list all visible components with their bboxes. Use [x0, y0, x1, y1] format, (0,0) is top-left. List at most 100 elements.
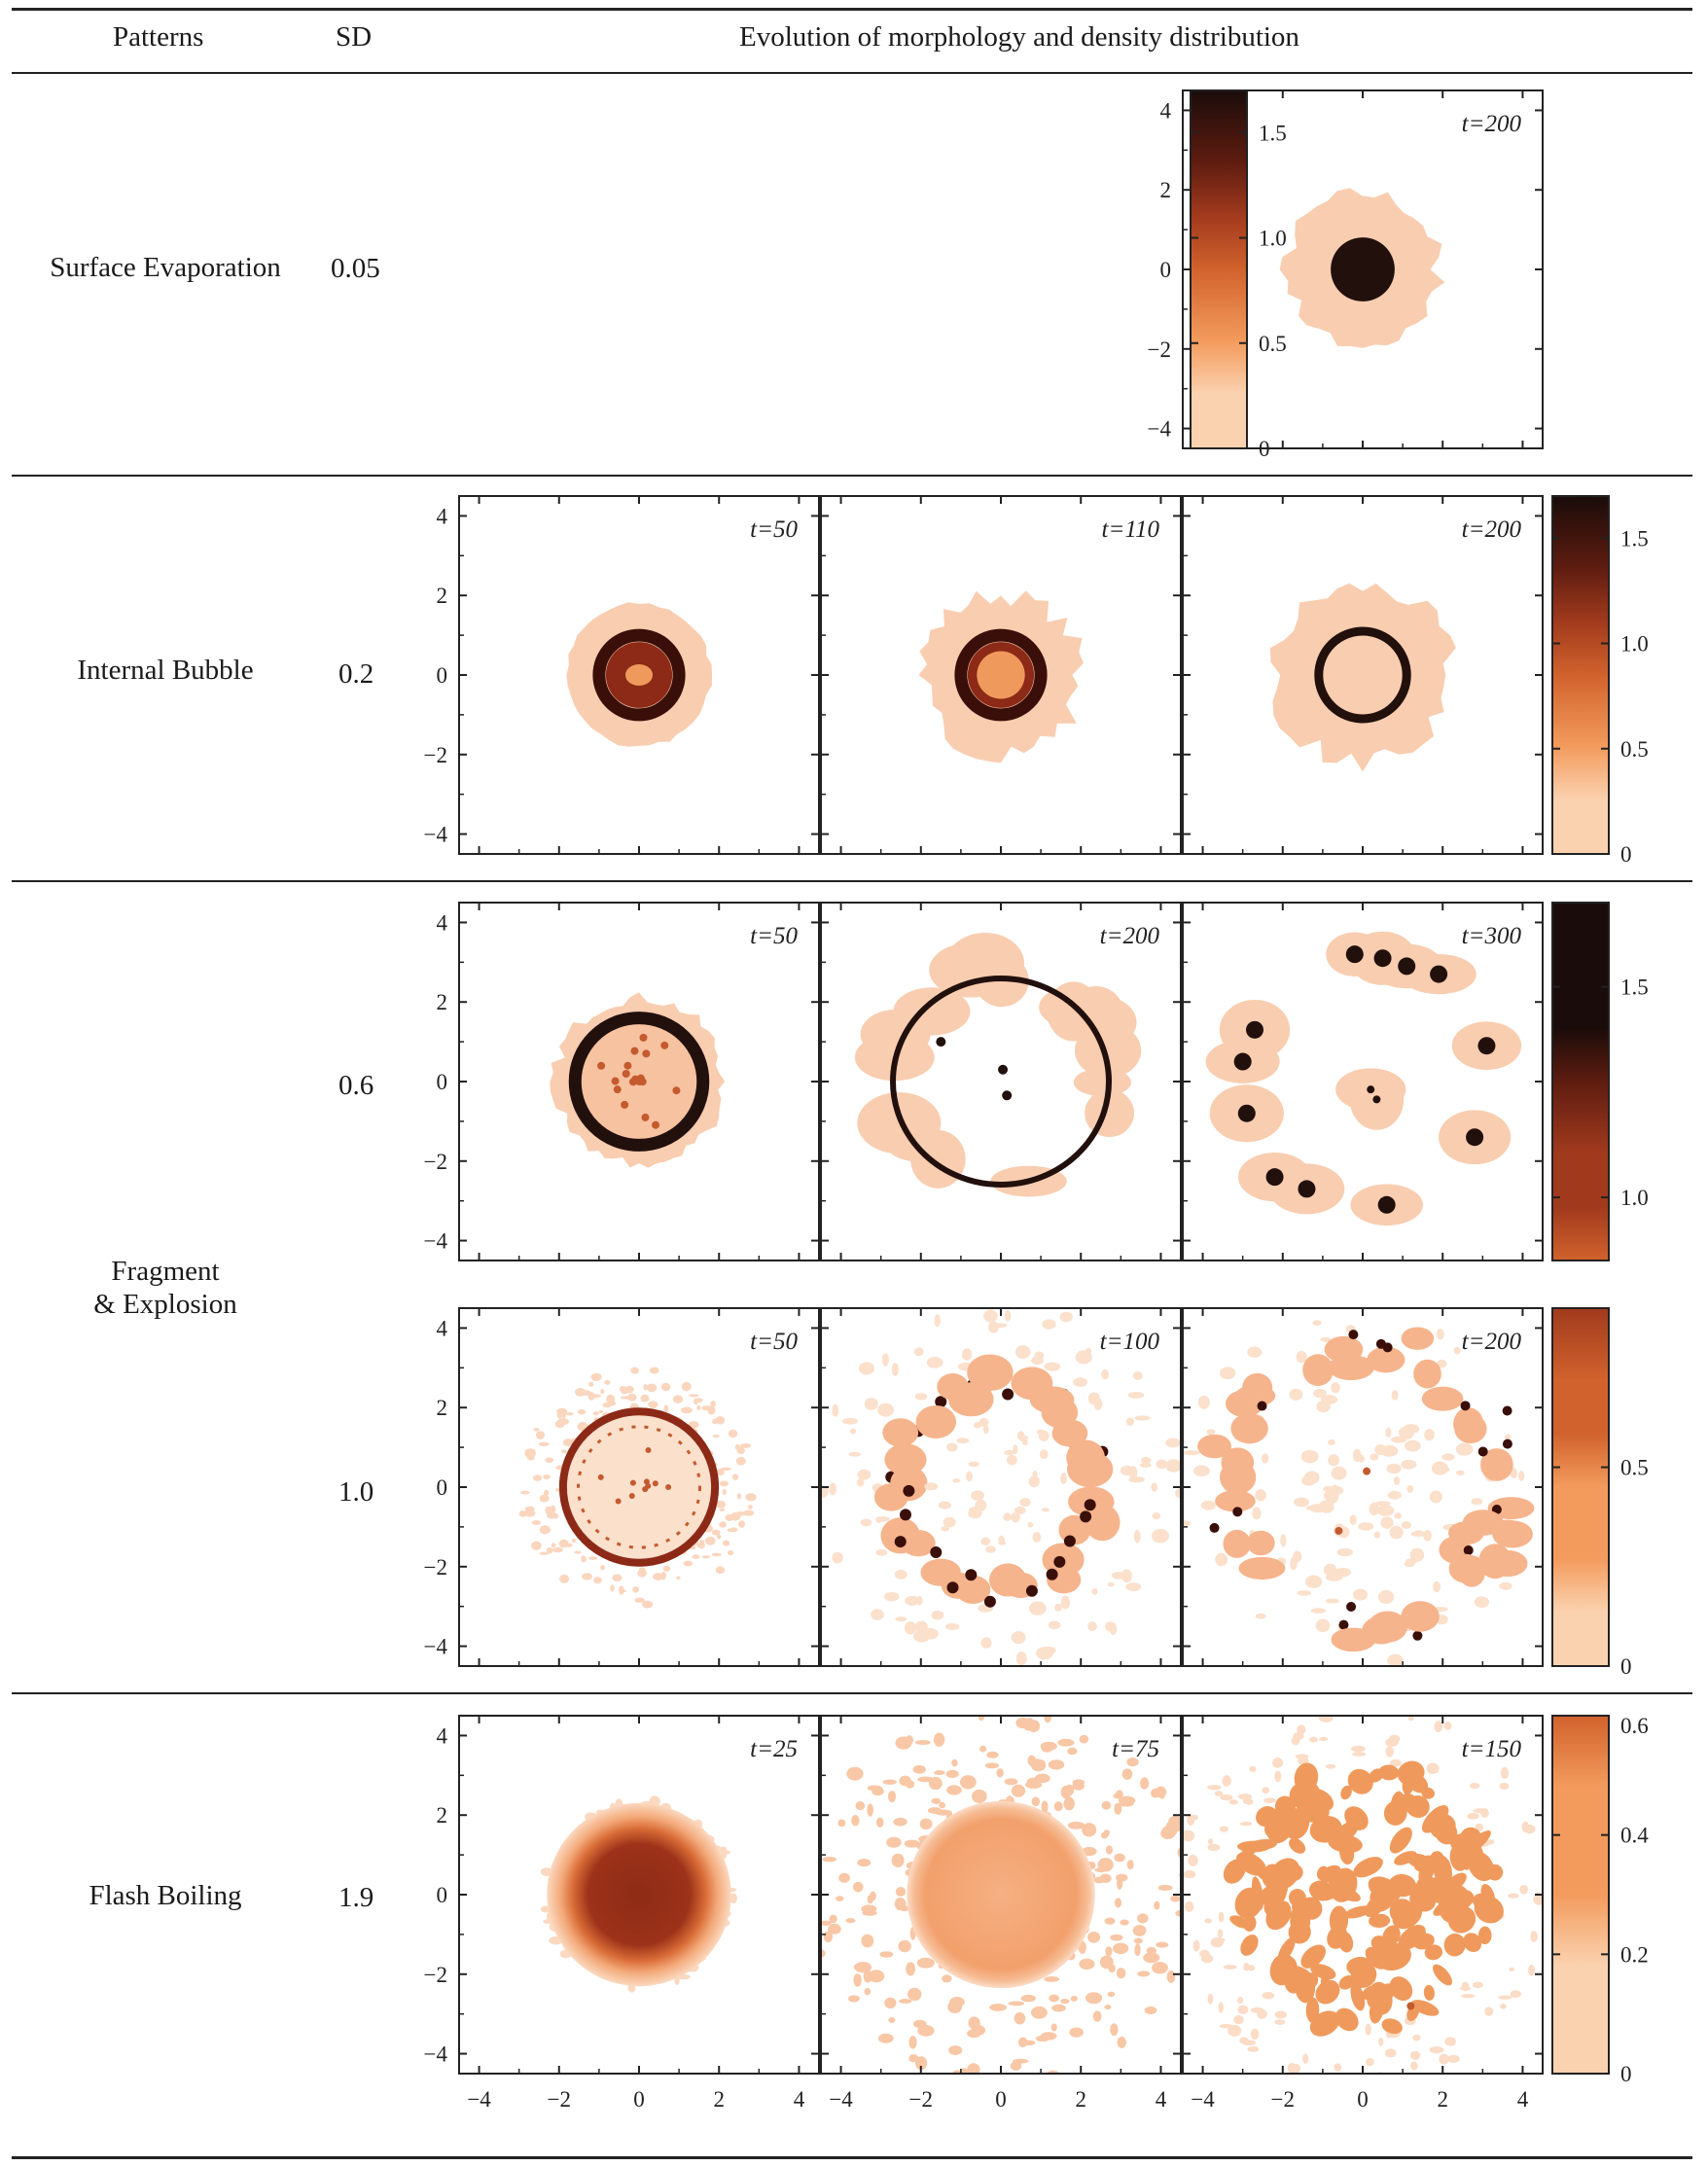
fragment [1121, 1569, 1132, 1583]
fragment [1535, 1891, 1541, 1902]
fragment [1003, 1512, 1012, 1521]
time-label: t=300 [1462, 923, 1522, 949]
y-tick-label: 2 [437, 990, 448, 1014]
fragment [1316, 1401, 1331, 1413]
fragment [689, 1394, 699, 1398]
y-tick-label: −4 [424, 823, 448, 847]
fragment [1250, 2006, 1264, 2013]
fragment [821, 1920, 832, 1926]
fragment [712, 1434, 720, 1438]
fragment [857, 1469, 872, 1480]
droplet [1063, 1535, 1076, 1547]
fragment [912, 1764, 926, 1774]
time-label: t=200 [1462, 111, 1522, 137]
fragment [1154, 1900, 1160, 1910]
fragment [1079, 1734, 1089, 1744]
fragment [577, 1408, 587, 1415]
fragment [1032, 1532, 1042, 1544]
halo-patch [893, 987, 971, 1036]
fragment [851, 1814, 860, 1827]
fragment [1079, 1958, 1095, 1971]
fragment [1044, 1976, 1060, 1982]
fragment [1114, 1853, 1125, 1863]
droplet [1345, 945, 1364, 964]
fragment [1117, 2036, 1127, 2048]
droplet [983, 1595, 996, 1608]
fragment [716, 1500, 727, 1509]
fragment [868, 1970, 885, 1983]
fragment [1125, 1417, 1135, 1426]
fragment [1393, 2077, 1405, 2084]
vapor-patch [1235, 1852, 1266, 1876]
vapor-patch [1382, 1925, 1401, 1946]
droplet [1430, 965, 1448, 983]
fragment [1262, 1787, 1270, 1793]
fragment [1484, 2006, 1494, 2016]
fragment [1143, 1952, 1160, 1964]
fragment [1207, 1838, 1214, 1845]
fragment [887, 1791, 897, 1803]
fragment [723, 1540, 730, 1546]
droplet [1382, 1342, 1393, 1353]
vapor-patch [1338, 1975, 1355, 1990]
fragment [693, 1398, 698, 1405]
halo-patch [1331, 1627, 1376, 1652]
fragment [574, 1550, 582, 1554]
droplet [1377, 1195, 1396, 1214]
plot-panel: 4 2 0 −2 −4 t=50 [424, 902, 820, 1261]
fragment [1156, 1941, 1169, 1948]
droplet [1084, 1499, 1096, 1511]
fragment [1323, 1485, 1334, 1492]
fragment [1353, 1588, 1369, 1601]
colorbar: 1.5 1.0 0.5 0 [1551, 495, 1649, 867]
fragment [1331, 1466, 1347, 1480]
fragment [1127, 1391, 1145, 1399]
fragment [653, 1573, 664, 1580]
fragment [1247, 1346, 1263, 1358]
sd-value: 0.2 [338, 658, 374, 690]
vapor-patch [1464, 1829, 1491, 1855]
fragment [1312, 1320, 1322, 1326]
fragment [1369, 1502, 1380, 1516]
vapor-patch [1346, 1956, 1372, 1976]
fragment [829, 1482, 836, 1496]
droplet [1502, 1405, 1512, 1416]
halo-patch [1368, 1611, 1408, 1643]
halo-region [1269, 583, 1456, 772]
fragment [704, 1536, 716, 1545]
fragment [1116, 1968, 1126, 1979]
fragment [905, 1595, 920, 1606]
fragment [561, 1449, 567, 1454]
droplet [643, 1478, 650, 1485]
halo-patch [1219, 1460, 1257, 1495]
colorbar-tick-label: 0 [1620, 1654, 1632, 1679]
fragment [1380, 1444, 1399, 1457]
x-tick-label: 2 [1437, 2087, 1448, 2112]
fragment [861, 1904, 877, 1914]
fragment [1410, 2061, 1418, 2071]
vapor-patch [1251, 1876, 1264, 1910]
vapor-patch [1274, 1795, 1297, 1820]
droplet [998, 1064, 1009, 1075]
droplet [894, 1536, 907, 1548]
fragment [1530, 1931, 1538, 1942]
fragment [1099, 1955, 1114, 1970]
droplet [1046, 1568, 1058, 1580]
fragment [1101, 1368, 1110, 1380]
fragment [1156, 1459, 1168, 1470]
y-tick-label: 2 [1160, 178, 1172, 202]
fragment [946, 1442, 958, 1452]
droplet [631, 1075, 640, 1083]
fragment [1048, 1620, 1061, 1630]
row-divider [12, 1692, 1692, 1694]
halo-patch [886, 1126, 953, 1162]
fragment [875, 1516, 882, 1523]
fragment [1386, 1463, 1402, 1474]
droplet [1412, 1630, 1423, 1641]
fragment [1519, 1884, 1528, 1895]
halo-patch [989, 1563, 1027, 1597]
y-tick-label: 0 [437, 1883, 448, 1907]
fragment [1087, 1931, 1101, 1943]
fragment [1026, 1777, 1041, 1790]
fragment [945, 1769, 959, 1779]
